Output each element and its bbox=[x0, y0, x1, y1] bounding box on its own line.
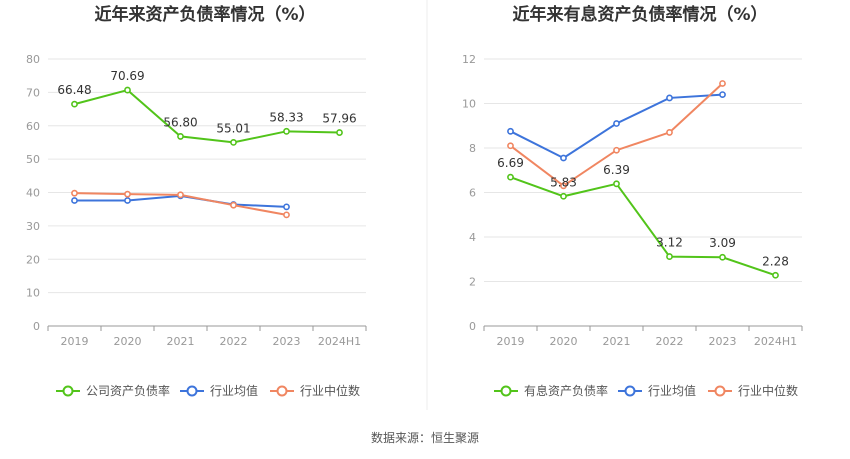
data-point bbox=[507, 142, 514, 150]
legend-item: 行业均值 bbox=[180, 383, 258, 398]
y-tick-label: 10 bbox=[462, 98, 476, 111]
data-label: 6.39 bbox=[603, 163, 630, 177]
y-tick-label: 4 bbox=[469, 231, 476, 244]
data-point bbox=[507, 127, 514, 135]
series-line-0 bbox=[74, 88, 340, 144]
x-tick-label: 2019 bbox=[497, 335, 525, 348]
data-point bbox=[124, 86, 131, 94]
data-point bbox=[719, 80, 726, 87]
data-point bbox=[560, 154, 567, 162]
data-point bbox=[613, 120, 620, 127]
data-point bbox=[230, 139, 237, 146]
x-tick-label: 2020 bbox=[550, 335, 578, 348]
y-tick-label: 10 bbox=[26, 287, 40, 300]
data-point bbox=[772, 271, 779, 279]
data-label: 70.69 bbox=[110, 69, 144, 83]
data-label: 55.01 bbox=[216, 121, 250, 135]
y-tick-label: 50 bbox=[26, 153, 40, 166]
data-label: 58.33 bbox=[269, 110, 303, 124]
y-tick-label: 80 bbox=[26, 53, 40, 66]
data-point bbox=[124, 190, 131, 198]
x-tick-label: 2019 bbox=[61, 335, 89, 348]
data-point bbox=[177, 133, 184, 140]
data-point bbox=[613, 180, 620, 188]
legend-marker bbox=[186, 385, 198, 397]
data-label: 3.09 bbox=[709, 236, 736, 250]
y-tick-label: 40 bbox=[26, 187, 40, 200]
data-label: 6.69 bbox=[497, 156, 524, 170]
legend-item: 行业中位数 bbox=[270, 383, 360, 398]
data-point bbox=[336, 129, 343, 136]
legend-item: 公司资产负债率 bbox=[56, 383, 170, 398]
data-point bbox=[719, 91, 726, 98]
y-tick-label: 6 bbox=[469, 187, 476, 200]
x-tick-label: 2020 bbox=[114, 335, 142, 348]
data-point bbox=[719, 253, 726, 261]
data-point bbox=[560, 182, 567, 190]
data-point bbox=[613, 146, 620, 154]
y-tick-label: 2 bbox=[469, 276, 476, 289]
data-point bbox=[124, 197, 131, 204]
x-tick-label: 2024H1 bbox=[318, 335, 361, 348]
data-point bbox=[560, 192, 567, 200]
y-tick-label: 0 bbox=[33, 320, 40, 333]
x-tick-label: 2021 bbox=[603, 335, 631, 348]
legend-label: 行业均值 bbox=[648, 383, 696, 398]
y-tick-label: 60 bbox=[26, 120, 40, 133]
legend-marker bbox=[624, 385, 636, 397]
data-point bbox=[666, 253, 673, 260]
x-tick-label: 2023 bbox=[273, 335, 301, 348]
x-tick-label: 2023 bbox=[709, 335, 737, 348]
x-tick-label: 2024H1 bbox=[754, 335, 797, 348]
data-label: 2.28 bbox=[762, 254, 789, 268]
legend-label: 公司资产负债率 bbox=[86, 383, 170, 398]
y-tick-label: 70 bbox=[26, 86, 40, 99]
data-source-label: 数据来源：恒生聚源 bbox=[371, 430, 479, 445]
legend-marker bbox=[276, 385, 288, 397]
legend-label: 行业中位数 bbox=[738, 383, 798, 398]
chart-title: 近年来资产负债率情况（%） bbox=[94, 4, 315, 25]
chart-title: 近年来有息资产负债率情况（%） bbox=[512, 4, 767, 25]
asset-liability-ratio-chart: 近年来资产负债率情况（%） 0 10 20 30 40 50 60 70 80 2019 2020 20… bbox=[26, 4, 367, 398]
y-tick-label: 12 bbox=[462, 53, 476, 66]
legend-item: 行业均值 bbox=[618, 383, 696, 398]
data-point bbox=[666, 129, 673, 136]
legend-marker bbox=[62, 385, 74, 397]
data-point bbox=[71, 197, 78, 204]
y-tick-label: 0 bbox=[469, 320, 476, 333]
legend-marker bbox=[500, 385, 512, 397]
y-tick-label: 20 bbox=[26, 253, 40, 266]
data-point bbox=[283, 211, 290, 219]
x-tick-label: 2022 bbox=[220, 335, 248, 348]
x-tick-label: 2022 bbox=[656, 335, 684, 348]
legend-item: 行业中位数 bbox=[708, 383, 798, 398]
data-label: 66.48 bbox=[57, 83, 91, 97]
y-tick-label: 8 bbox=[469, 142, 476, 155]
interest-bearing-liability-ratio-chart: 近年来有息资产负债率情况（%） 0 2 4 6 8 10 12 2019 2020 2021 2022… bbox=[462, 4, 803, 398]
data-point bbox=[507, 173, 514, 181]
data-point bbox=[71, 100, 78, 108]
data-label: 56.80 bbox=[163, 115, 197, 129]
data-label: 5.83 bbox=[550, 175, 577, 189]
legend-label: 行业均值 bbox=[210, 383, 258, 398]
data-point bbox=[283, 127, 290, 135]
data-label: 3.12 bbox=[656, 236, 683, 250]
legend-item: 有息资产负债率 bbox=[494, 383, 608, 398]
data-point bbox=[666, 94, 673, 102]
data-label: 57.96 bbox=[322, 112, 356, 126]
y-tick-label: 30 bbox=[26, 220, 40, 233]
legend-label: 行业中位数 bbox=[300, 383, 360, 398]
series-line-0 bbox=[510, 176, 776, 277]
data-point bbox=[230, 201, 237, 209]
data-point bbox=[283, 203, 290, 211]
data-point bbox=[71, 189, 78, 197]
x-tick-label: 2021 bbox=[167, 335, 195, 348]
data-point bbox=[177, 191, 184, 199]
legend-label: 有息资产负债率 bbox=[524, 383, 608, 398]
legend-marker bbox=[714, 385, 726, 397]
